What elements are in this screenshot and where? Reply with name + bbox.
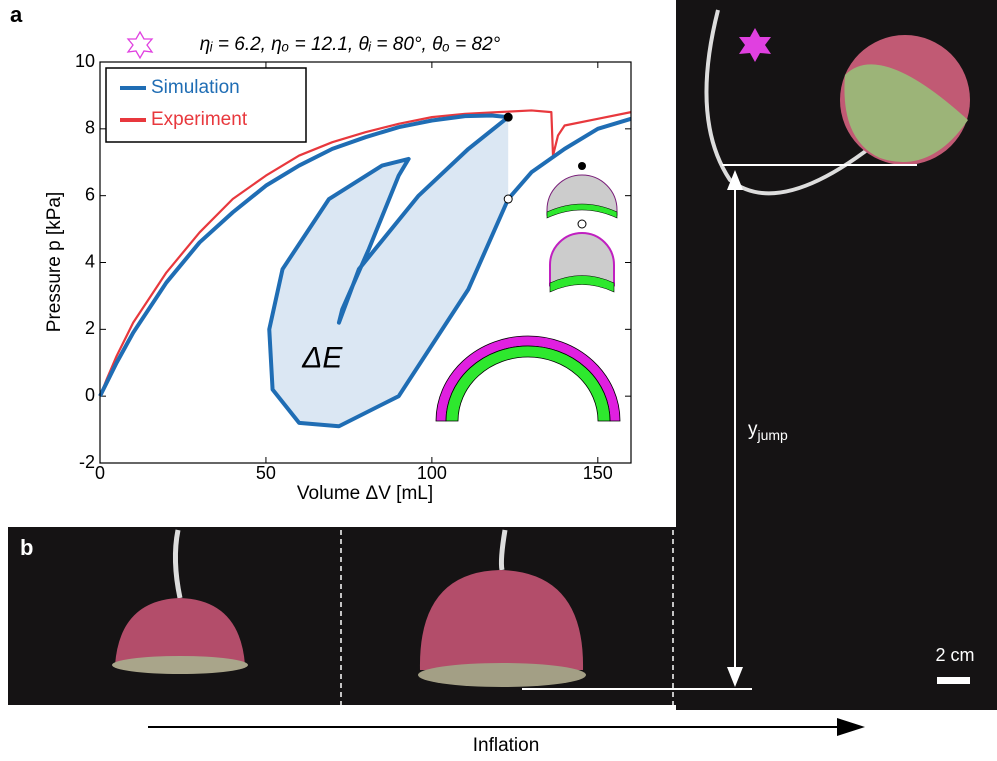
ball-rim — [112, 656, 248, 674]
x-tick-label: 100 — [417, 463, 447, 483]
region-label: ΔE — [301, 341, 343, 374]
y-tick-label: 4 — [85, 251, 95, 271]
legend-label: Experiment — [151, 109, 248, 130]
state-marker — [504, 195, 512, 203]
arrow-head — [837, 718, 865, 736]
panel-label: a — [10, 2, 23, 27]
jump-sub: jump — [757, 427, 789, 443]
inset-dot — [578, 220, 586, 228]
y-tick-label: -2 — [79, 452, 95, 472]
star-icon — [128, 32, 152, 58]
inset-dot — [578, 162, 586, 170]
y-tick-label: 0 — [85, 385, 95, 405]
state-marker — [504, 113, 512, 121]
x-tick-label: 0 — [95, 463, 105, 483]
chart-title: ηᵢ = 6.2, ηₒ = 12.1, θᵢ = 80°, θₒ = 82° — [200, 34, 501, 55]
scale-label: 2 cm — [935, 645, 974, 665]
panel-label: b — [20, 535, 33, 560]
jump-main: y — [748, 419, 758, 440]
ball-rim — [418, 663, 586, 687]
x-axis-label: Volume ΔV [mL] — [297, 483, 433, 504]
y-tick-label: 6 — [85, 184, 95, 204]
x-tick-label: 50 — [256, 463, 276, 483]
y-axis-label: Pressure p [kPa] — [44, 192, 65, 332]
legend-label: Simulation — [151, 77, 240, 98]
x-tick-label: 150 — [583, 463, 613, 483]
inflation-label: Inflation — [473, 735, 540, 756]
figure: yjump 2 cm b a Inflation ηᵢ = 6.2, ηₒ = … — [0, 0, 997, 761]
y-tick-label: 8 — [85, 118, 95, 138]
y-tick-label: 10 — [75, 51, 95, 71]
scale-bar — [937, 677, 970, 684]
y-tick-label: 2 — [85, 318, 95, 338]
